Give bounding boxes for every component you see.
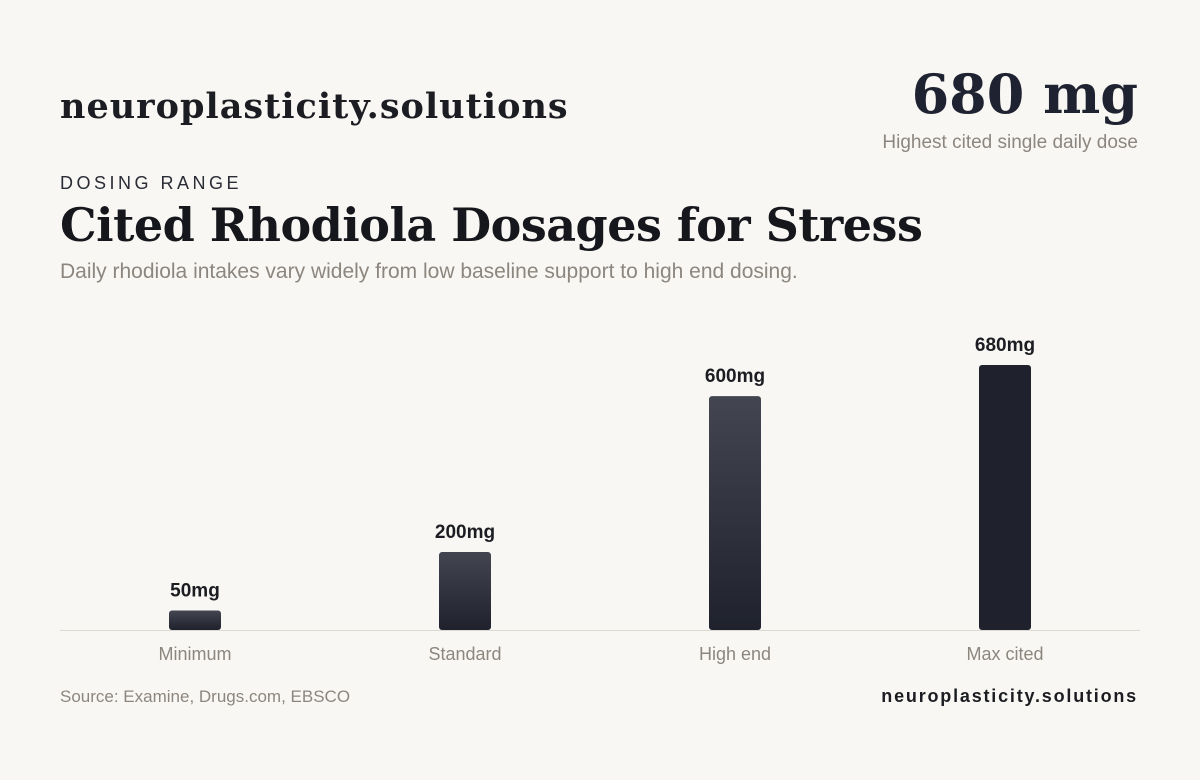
footer-brand: neuroplasticity.solutions	[881, 686, 1138, 706]
chart-subtitle: Daily rhodiola intakes vary widely from …	[60, 260, 798, 283]
brand-logo-text: neuroplasticity.solutions	[60, 86, 569, 127]
data-label: 600mg	[705, 366, 765, 387]
category-label: Max cited	[966, 644, 1043, 664]
category-label: Minimum	[158, 644, 231, 664]
bar-high-end	[709, 396, 761, 630]
highlight-stat-value: 680 mg	[911, 62, 1138, 126]
section-eyebrow: DOSING RANGE	[60, 173, 243, 193]
highlight-stat-caption: Highest cited single daily dose	[882, 132, 1138, 153]
data-label: 200mg	[435, 522, 495, 543]
category-label: High end	[699, 644, 771, 664]
bar-standard	[439, 552, 491, 630]
category-label: Standard	[428, 644, 501, 664]
bar-max-cited	[979, 365, 1031, 630]
data-label: 680mg	[975, 335, 1035, 356]
bar-minimum	[169, 610, 221, 630]
source-note: Source: Examine, Drugs.com, EBSCO	[60, 687, 351, 706]
chart-title: Cited Rhodiola Dosages for Stress	[60, 198, 923, 252]
data-label: 50mg	[170, 581, 220, 602]
